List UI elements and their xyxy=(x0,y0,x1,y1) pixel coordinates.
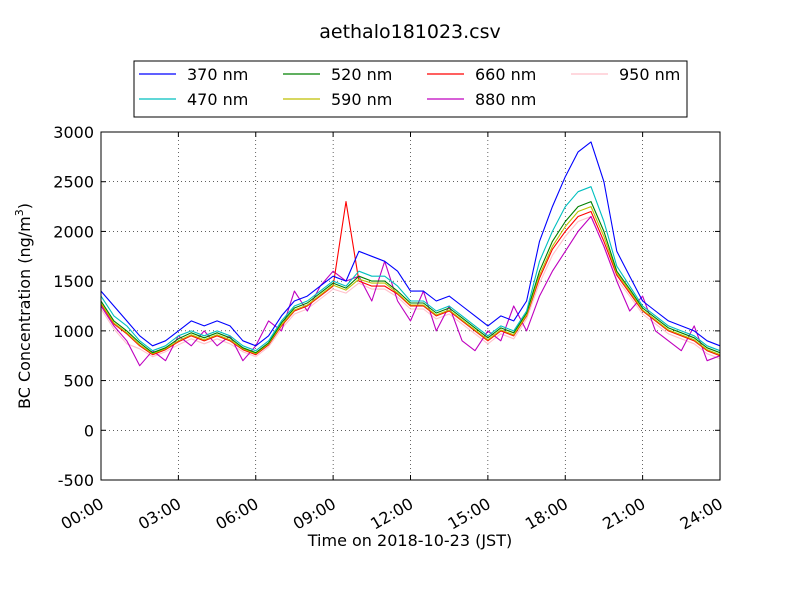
legend-label: 370 nm xyxy=(187,65,248,84)
legend-label: 590 nm xyxy=(331,90,392,109)
series-line xyxy=(100,215,721,367)
legend-label: 660 nm xyxy=(475,65,536,84)
ticks xyxy=(100,131,721,481)
y-axis-label-end: ) xyxy=(15,203,34,209)
y-tick-label: 2500 xyxy=(53,173,94,192)
legend: 370 nm 470 nm 520 nm 590 nm 660 nm 880 nm 950 … xyxy=(133,60,688,118)
legend-label: 880 nm xyxy=(475,90,536,109)
legend-label: 470 nm xyxy=(187,90,248,109)
y-tick-label: 500 xyxy=(63,372,94,391)
y-tick-label: -500 xyxy=(58,471,94,490)
y-axis-label: BC Concentration (ng/m3) xyxy=(13,203,34,409)
y-tick-label: 1500 xyxy=(53,272,94,291)
y-tick-label: 2000 xyxy=(53,222,94,241)
series-line xyxy=(100,201,721,357)
y-tick-labels: -500 0 500 1000 1500 2000 2500 3000 xyxy=(53,123,94,490)
series-line xyxy=(100,206,721,356)
series-line xyxy=(100,141,721,347)
legend-box xyxy=(133,60,688,118)
y-tick-label: 1000 xyxy=(53,322,94,341)
y-tick-label: 0 xyxy=(84,421,94,440)
legend-label: 950 nm xyxy=(619,65,680,84)
y-axis-label-main: BC Concentration (ng/m xyxy=(15,216,34,409)
series-layer xyxy=(100,141,721,367)
x-axis-label: Time on 2018-10-23 (JST) xyxy=(307,531,512,550)
series-line xyxy=(100,186,721,352)
chart-title: aethalo181023.csv xyxy=(319,21,501,43)
series-line xyxy=(100,201,721,354)
y-axis-label-superscript: 3 xyxy=(13,209,26,216)
legend-label: 520 nm xyxy=(331,65,392,84)
y-tick-label: 3000 xyxy=(53,123,94,142)
series-line xyxy=(100,215,721,360)
